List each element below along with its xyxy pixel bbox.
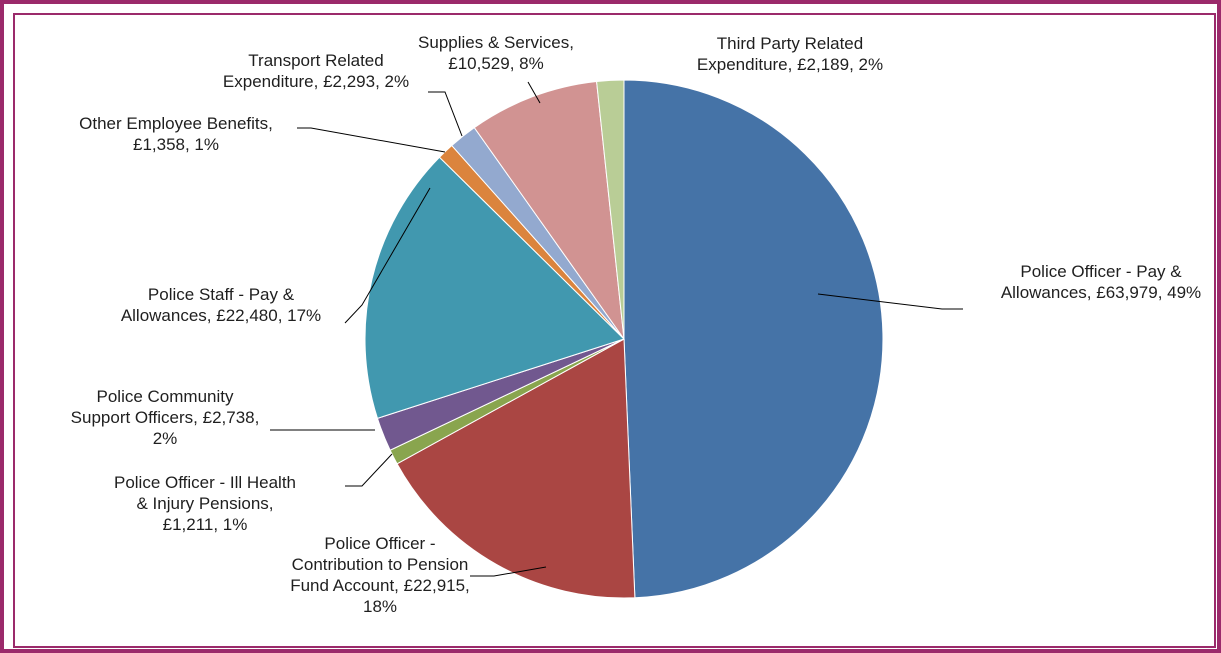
data-label-line: Contribution to Pension bbox=[292, 555, 469, 574]
leader-line-5 bbox=[344, 187, 431, 324]
data-label-line: Police Officer - bbox=[324, 534, 435, 553]
data-label-9: Third Party Related Expenditure, £2,189, … bbox=[697, 34, 883, 74]
data-label-line: Allowances, £22,480, 17% bbox=[121, 306, 321, 325]
leader-line-8 bbox=[527, 81, 541, 104]
data-label-line: Third Party Related bbox=[717, 34, 863, 53]
data-label-line: Transport Related bbox=[248, 51, 383, 70]
data-labels: Police Officer - Pay & Allowances, £63,97… bbox=[71, 33, 1202, 616]
pie-slice-8 bbox=[473, 80, 625, 341]
data-label-line: & Injury Pensions, bbox=[136, 494, 273, 513]
data-label-7: Transport Related Expenditure, £2,293, 2% bbox=[223, 51, 409, 91]
data-label-3: Police Officer - Ill Health & Injury Pens… bbox=[114, 473, 296, 534]
data-label-line: Police Community bbox=[97, 387, 234, 406]
data-label-4: Police Community Support Officers, £2,738… bbox=[71, 387, 260, 448]
data-label-line: Police Officer - Pay & bbox=[1020, 262, 1182, 281]
data-label-line: Supplies & Services, bbox=[418, 33, 574, 52]
data-label-2: Police Officer - Contribution to Pension F… bbox=[290, 534, 470, 616]
data-label-line: Fund Account, £22,915, bbox=[290, 576, 470, 595]
leader-line-6 bbox=[297, 127, 446, 153]
leader-line-7 bbox=[428, 91, 463, 137]
leader-line-2 bbox=[470, 566, 547, 577]
leader-line-3 bbox=[345, 453, 393, 487]
pie-slice-9 bbox=[596, 79, 625, 340]
data-label-line: Police Staff - Pay & bbox=[148, 285, 295, 304]
data-label-line: £10,529, 8% bbox=[448, 54, 543, 73]
data-label-6: Other Employee Benefits, £1,358, 1% bbox=[79, 114, 273, 154]
data-label-line: Expenditure, £2,293, 2% bbox=[223, 72, 409, 91]
data-label-line: Expenditure, £2,189, 2% bbox=[697, 55, 883, 74]
data-label-line: £1,358, 1% bbox=[133, 135, 219, 154]
data-label-line: Allowances, £63,979, 49% bbox=[1001, 283, 1201, 302]
data-label-line: 18% bbox=[363, 597, 397, 616]
pie-slices bbox=[364, 79, 884, 599]
data-label-line: Other Employee Benefits, bbox=[79, 114, 273, 133]
data-label-line: £1,211, 1% bbox=[163, 515, 248, 534]
data-label-1: Police Officer - Pay & Allowances, £63,97… bbox=[1001, 262, 1201, 302]
data-label-5: Police Staff - Pay & Allowances, £22,480,… bbox=[121, 285, 321, 325]
pie-slice-1 bbox=[623, 79, 884, 599]
pie-slice-5 bbox=[364, 156, 625, 419]
data-label-line: Support Officers, £2,738, bbox=[71, 408, 260, 427]
data-label-8: Supplies & Services, £10,529, 8% bbox=[418, 33, 574, 73]
leader-line-1 bbox=[817, 293, 963, 310]
data-label-line: 2% bbox=[153, 429, 178, 448]
data-label-line: Police Officer - Ill Health bbox=[114, 473, 296, 492]
leader-lines bbox=[270, 81, 963, 577]
pie-slice-2 bbox=[396, 338, 636, 599]
